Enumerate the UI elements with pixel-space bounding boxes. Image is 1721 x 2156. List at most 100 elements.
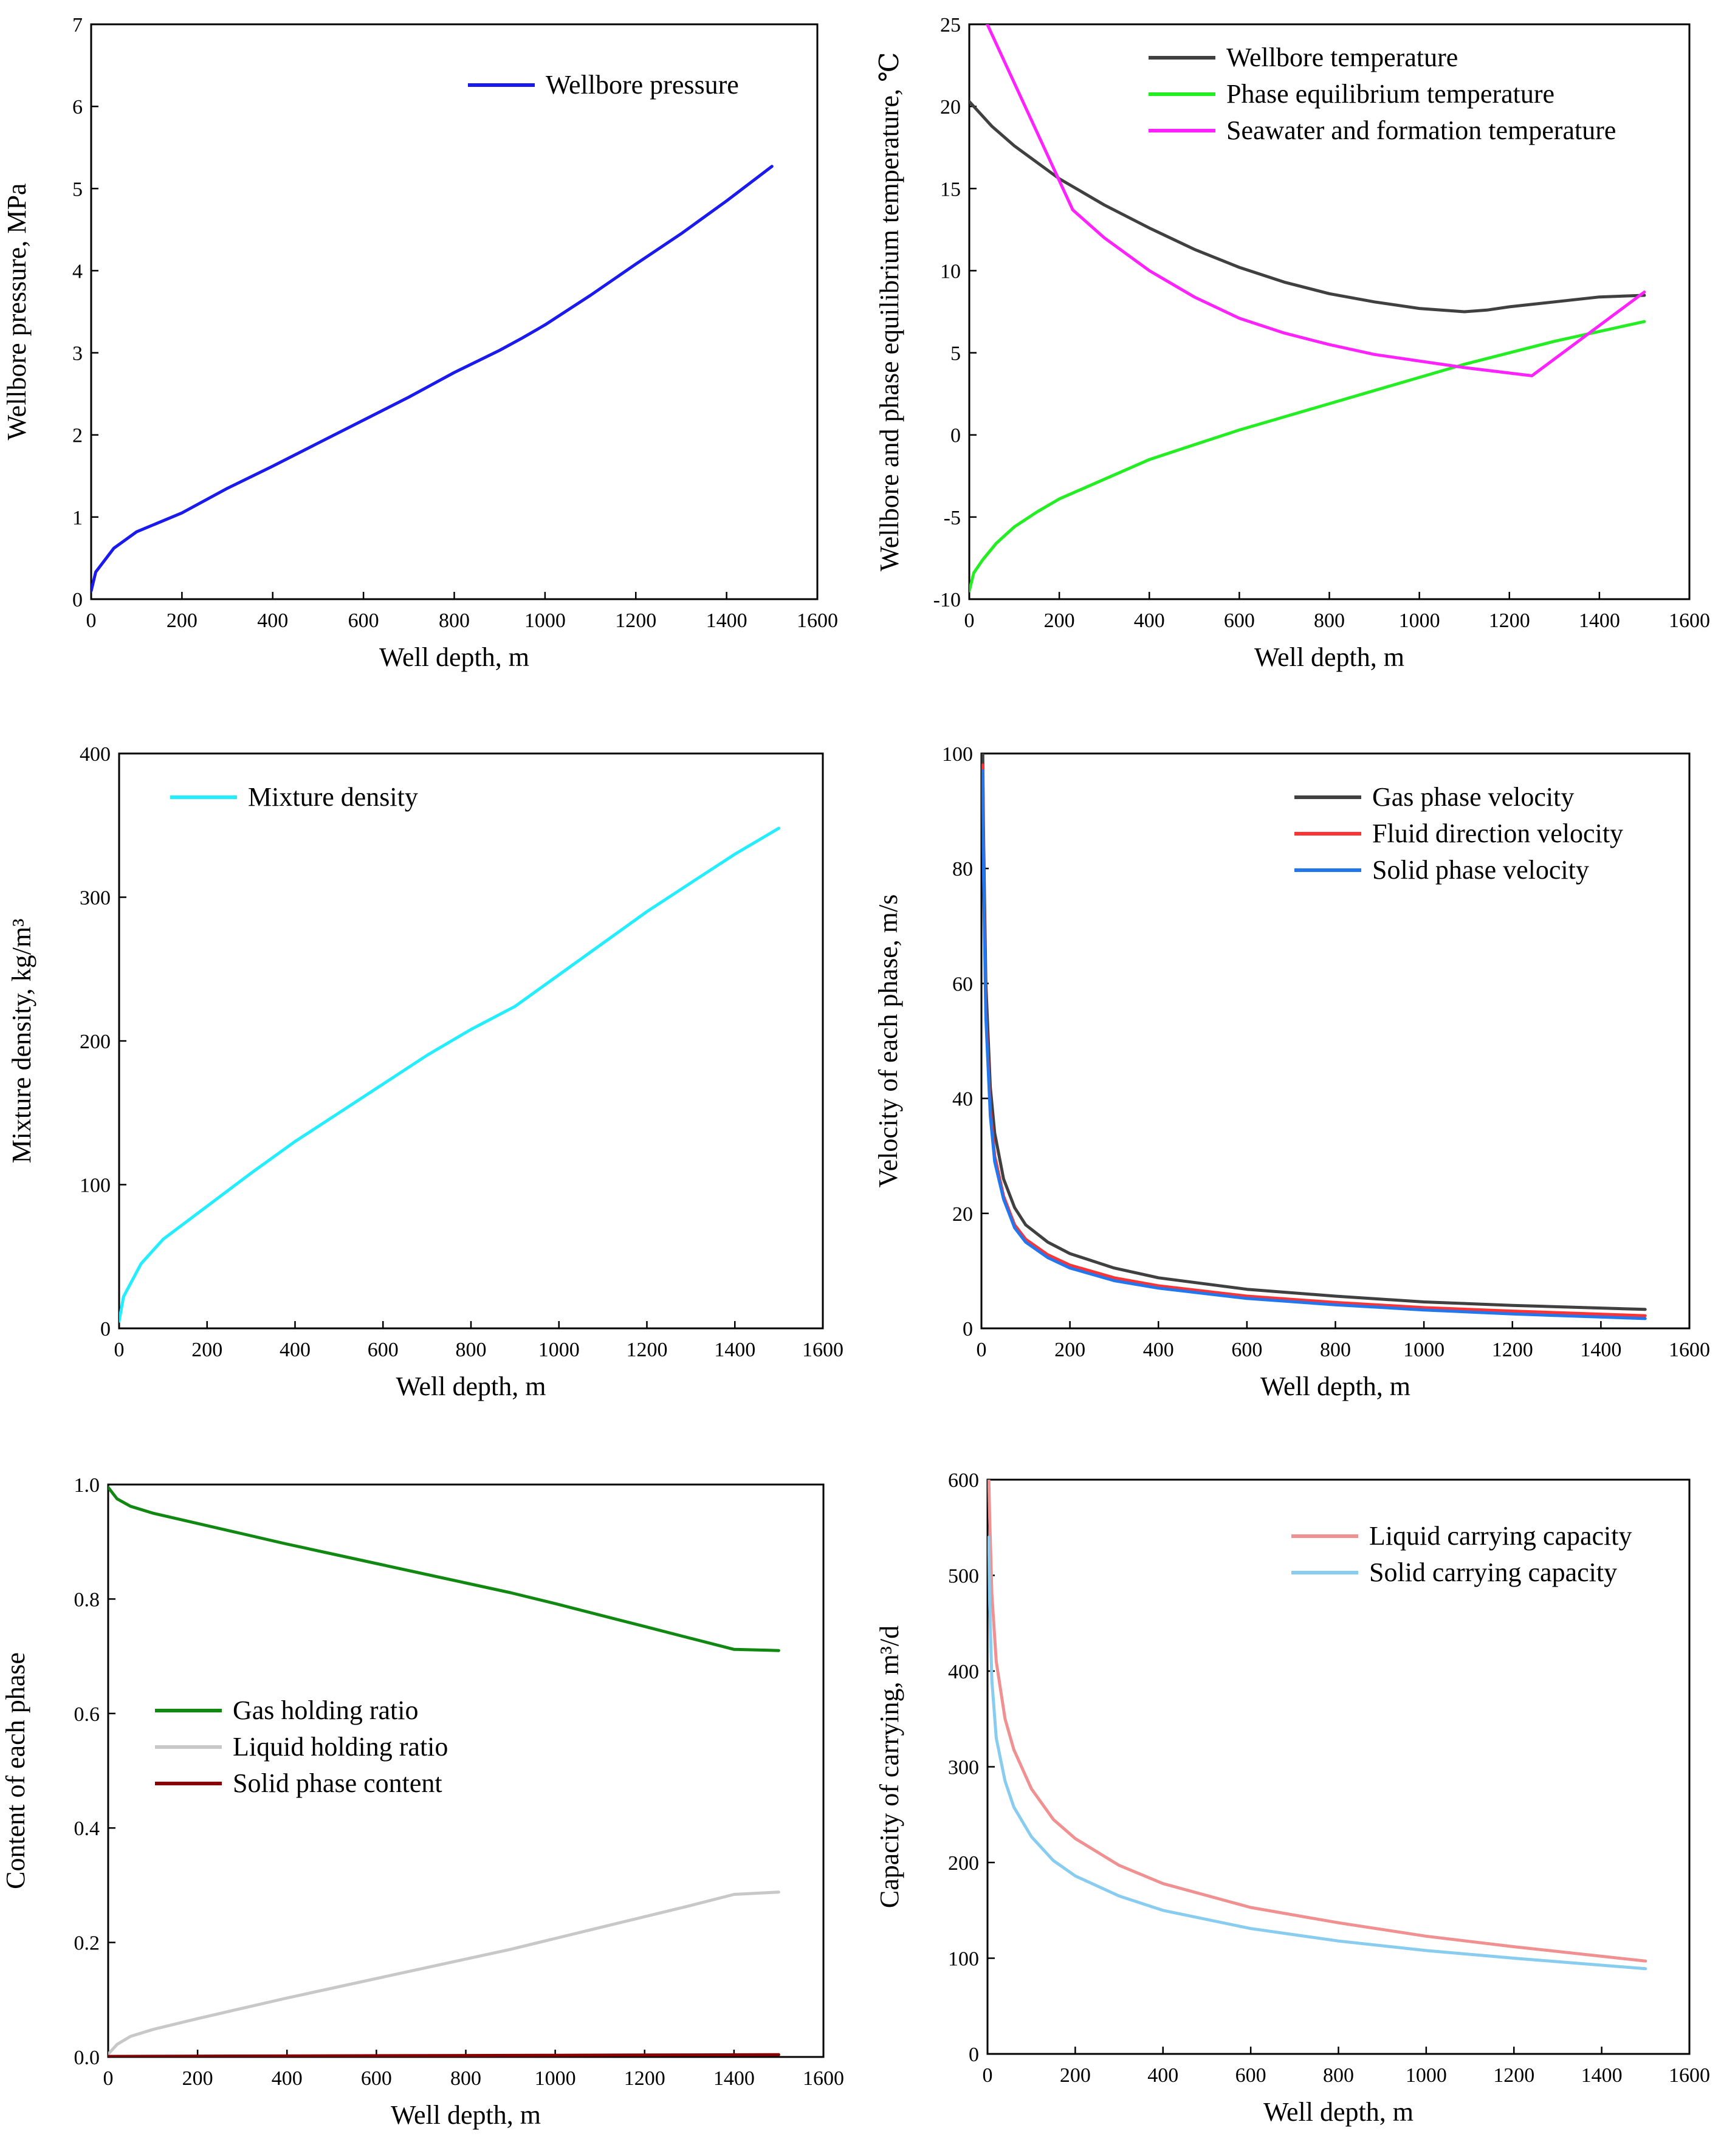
chart-panel-5: 0 200 400 600 800 1000 1200 1400 1600 0.0 0.2 0.4 0.…: [1, 1474, 844, 2130]
x-tick-label: 0: [983, 2064, 993, 2087]
x-axis-label: Well depth, m: [379, 642, 529, 672]
x-tick-label: 0: [977, 1339, 987, 1361]
x-tick-label: 200: [1054, 1339, 1085, 1361]
y-tick-label: 100: [80, 1175, 111, 1197]
plot-frame: [118, 752, 824, 1330]
y-tick-label: 25: [940, 14, 961, 36]
chart-panel-2: 0 200 400 600 800 1000 1200 1400 1600 -10 -5 0 5 10 15…: [874, 14, 1710, 672]
x-tick-label: 400: [1134, 609, 1165, 632]
x-tick-label: 1200: [624, 2067, 665, 2090]
x-tick-label: 400: [280, 1339, 311, 1361]
y-tick-label: 0: [72, 589, 83, 611]
plot-frame: [107, 1483, 825, 2058]
y-tick-label: 4: [72, 260, 83, 283]
x-tick-label: 200: [191, 1339, 222, 1361]
x-axis-label: Well depth, m: [396, 1372, 546, 1401]
y-tick-label: 6: [72, 96, 83, 118]
x-tick-label: 1400: [713, 2067, 755, 2090]
series-line-seawater-and-formation-temperature: [986, 24, 1646, 377]
y-tick-label: 3: [72, 343, 83, 365]
y-tick-label: 0: [963, 1318, 973, 1341]
y-tick-label: 0: [950, 425, 961, 447]
y-tick-label: 400: [80, 743, 111, 766]
y-tick-label: 20: [952, 1203, 973, 1226]
series-line-gas-holding-ratio: [108, 1486, 780, 1652]
legend-label-seawater-and-formation-temperature: Seawater and formation temperature: [1226, 115, 1616, 145]
y-tick-label: 0.4: [74, 1818, 100, 1840]
y-tick-label: 200: [80, 1031, 111, 1053]
y-tick-label: 0.6: [74, 1703, 100, 1726]
x-axis-label: Well depth, m: [391, 2100, 541, 2130]
x-tick-label: 1000: [1403, 1339, 1444, 1361]
x-tick-label: 0: [114, 1339, 125, 1361]
x-tick-label: 600: [348, 609, 379, 632]
legend-label-wellbore-pressure: Wellbore pressure: [546, 70, 739, 100]
y-tick-label: 500: [948, 1565, 979, 1588]
x-tick-label: 800: [450, 2067, 481, 2090]
plot-frame: [968, 23, 1691, 600]
y-axis-label: Wellbore pressure, MPa: [2, 184, 32, 441]
legend-label-liquid-holding-ratio: Liquid holding ratio: [233, 1732, 448, 1762]
y-axis-label: Wellbore and phase equilibrium temperatu…: [874, 52, 904, 572]
y-axis-label: Mixture density, kg/m³: [7, 919, 36, 1164]
x-tick-label: 600: [368, 1339, 399, 1361]
x-tick-label: 1000: [535, 2067, 576, 2090]
x-tick-label: 400: [1143, 1339, 1174, 1361]
x-tick-label: 600: [1224, 609, 1255, 632]
chart-panel-3: 0 200 400 600 800 1000 1200 1400 1600 0 100 200 300 4…: [7, 743, 843, 1401]
x-axis-label: Well depth, m: [1263, 2097, 1414, 2127]
legend-label-solid-phase-velocity: Solid phase velocity: [1372, 855, 1589, 885]
x-tick-label: 1200: [1492, 1339, 1533, 1361]
series-line-wellbore-temperature: [969, 100, 1646, 314]
x-tick-label: 1400: [1580, 1339, 1621, 1361]
series-line-liquid-carrying-capacity: [988, 1480, 1647, 1963]
x-tick-label: 1000: [538, 1339, 580, 1361]
y-tick-label: 0.2: [74, 1932, 100, 1955]
y-tick-label: 5: [950, 343, 961, 365]
x-tick-label: 200: [182, 2067, 213, 2090]
x-tick-label: 1600: [797, 609, 838, 632]
y-tick-label: 1.0: [74, 1474, 100, 1497]
series-line-solid-carrying-capacity: [988, 1536, 1647, 1971]
x-tick-label: 400: [257, 609, 288, 632]
x-tick-label: 200: [1060, 2064, 1091, 2087]
legend-label-gas-phase-velocity: Gas phase velocity: [1372, 782, 1574, 812]
x-tick-label: 1200: [1489, 609, 1530, 632]
series-line-solid-phase-velocity: [981, 769, 1647, 1320]
y-tick-label: -5: [944, 507, 961, 529]
x-tick-label: 1400: [1581, 2064, 1623, 2087]
series-line-mixture-density: [119, 826, 781, 1323]
legend-label-gas-holding-ratio: Gas holding ratio: [233, 1695, 419, 1725]
legend-label-liquid-carrying-capacity: Liquid carrying capacity: [1369, 1521, 1632, 1551]
x-tick-label: 0: [86, 609, 97, 632]
series-line-solid-phase-content: [108, 2053, 780, 2057]
x-tick-label: 1200: [615, 609, 656, 632]
x-tick-label: 800: [439, 609, 470, 632]
y-tick-label: 300: [80, 887, 111, 910]
y-tick-label: 7: [72, 14, 83, 36]
legend-label-wellbore-temperature: Wellbore temperature: [1226, 43, 1458, 72]
y-tick-label: 5: [72, 178, 83, 201]
x-tick-label: 800: [1320, 1339, 1351, 1361]
y-tick-label: 80: [952, 858, 973, 881]
chart-panel-1: 0 200 400 600 800 1000 1200 1400 1600 0 1 2 3 4 5 6 7 Wel…: [2, 14, 838, 672]
chart-panel-6: 0 200 400 600 800 1000 1200 1400 1600 0 100 200 300 4…: [874, 1469, 1710, 2127]
x-axis-label: Well depth, m: [1260, 1372, 1410, 1401]
x-tick-label: 1400: [1579, 609, 1620, 632]
x-tick-label: 1000: [1406, 2064, 1447, 2087]
y-tick-label: 100: [948, 1948, 979, 1971]
y-tick-label: 20: [940, 96, 961, 118]
y-tick-label: 60: [952, 973, 973, 995]
x-tick-label: 1600: [803, 2067, 844, 2090]
y-tick-label: 10: [940, 260, 961, 283]
series-line-phase-equilibrium-temperature: [969, 320, 1646, 592]
chart-panel-4: 0 200 400 600 800 1000 1200 1400 1600 0 20 40 60 80 10…: [873, 743, 1710, 1401]
x-tick-label: 600: [1231, 1339, 1262, 1361]
x-tick-label: 400: [1147, 2064, 1178, 2087]
x-tick-label: 600: [1235, 2064, 1266, 2087]
x-tick-label: 600: [361, 2067, 392, 2090]
x-tick-label: 1000: [524, 609, 566, 632]
y-tick-label: 200: [948, 1852, 979, 1875]
series-line-liquid-holding-ratio: [108, 1890, 780, 2056]
